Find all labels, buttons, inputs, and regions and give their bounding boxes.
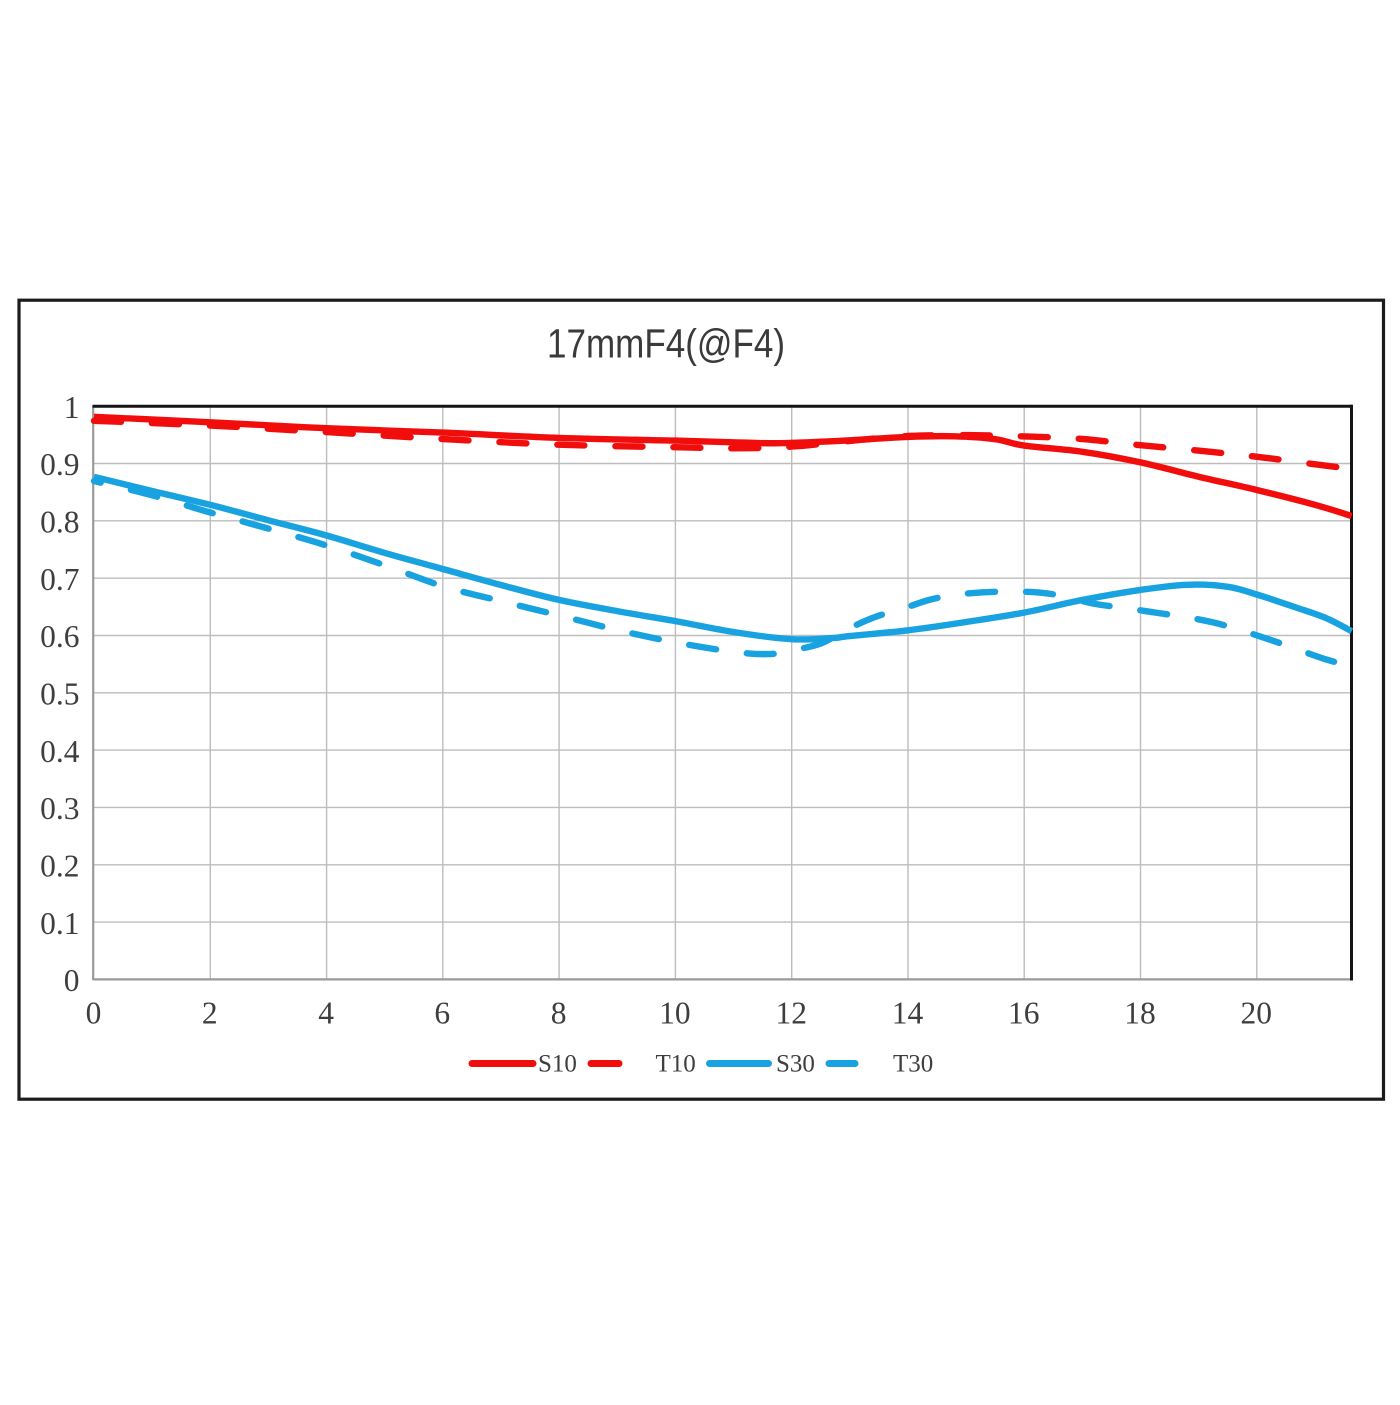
svg-text:20: 20 bbox=[1241, 996, 1273, 1031]
svg-text:6: 6 bbox=[434, 996, 450, 1031]
svg-text:12: 12 bbox=[775, 996, 807, 1031]
svg-text:T10: T10 bbox=[656, 1051, 696, 1078]
svg-text:0.8: 0.8 bbox=[40, 505, 79, 540]
svg-text:0.1: 0.1 bbox=[40, 906, 79, 941]
svg-text:17mmF4(@F4): 17mmF4(@F4) bbox=[547, 321, 785, 367]
svg-text:0: 0 bbox=[86, 996, 102, 1031]
svg-text:4: 4 bbox=[318, 996, 334, 1031]
svg-text:18: 18 bbox=[1124, 996, 1156, 1031]
svg-text:0.7: 0.7 bbox=[40, 562, 79, 597]
svg-text:16: 16 bbox=[1008, 996, 1040, 1031]
svg-text:2: 2 bbox=[202, 996, 218, 1031]
svg-text:14: 14 bbox=[892, 996, 924, 1031]
svg-text:8: 8 bbox=[551, 996, 567, 1031]
svg-text:0.3: 0.3 bbox=[40, 791, 79, 826]
svg-text:1: 1 bbox=[64, 390, 80, 425]
svg-text:S30: S30 bbox=[776, 1051, 815, 1078]
svg-text:T30: T30 bbox=[893, 1051, 933, 1078]
svg-text:0.2: 0.2 bbox=[40, 849, 79, 884]
svg-text:0.6: 0.6 bbox=[40, 619, 79, 654]
svg-text:0: 0 bbox=[64, 963, 80, 998]
svg-text:10: 10 bbox=[659, 996, 691, 1031]
svg-text:S10: S10 bbox=[538, 1051, 577, 1078]
svg-text:0.4: 0.4 bbox=[40, 734, 80, 769]
svg-text:0.9: 0.9 bbox=[40, 447, 79, 482]
svg-text:0.5: 0.5 bbox=[40, 677, 79, 712]
